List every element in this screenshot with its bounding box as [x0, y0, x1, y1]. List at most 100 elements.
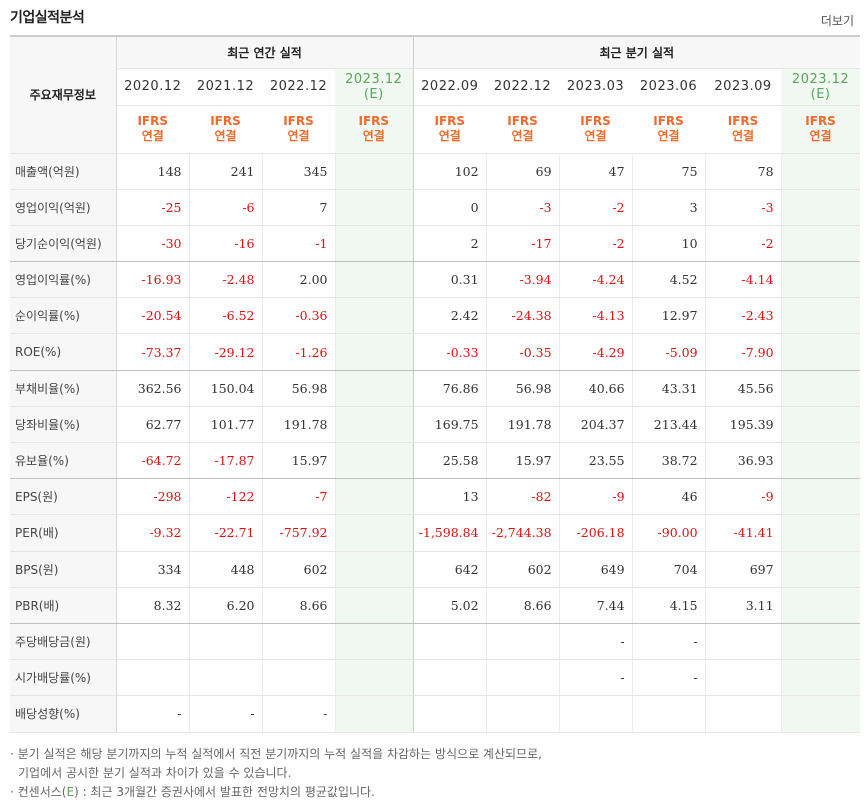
cell-value: [334, 659, 414, 697]
more-link[interactable]: 더보기: [820, 14, 854, 28]
cell-value: 56.98: [485, 370, 560, 407]
cell-value: -3: [485, 189, 560, 226]
cell-value: [334, 514, 414, 552]
cell-value: -4.24: [558, 261, 633, 299]
cell-value: [485, 659, 560, 697]
cell-value: -: [631, 623, 706, 661]
period-header: 2021.12: [189, 68, 262, 106]
cell-value: -: [558, 659, 633, 697]
cell-value: [334, 225, 414, 263]
cell-value: -7: [261, 478, 335, 516]
cell-value: -298: [115, 478, 189, 516]
cell-value: [780, 442, 861, 480]
cell-value: [334, 478, 414, 516]
cell-value: 47: [558, 153, 633, 190]
period-header: 2022.09: [412, 68, 487, 106]
period-header: 2023.09: [705, 68, 782, 106]
cell-value: 12.97: [631, 297, 706, 335]
period-header: 2023.06: [632, 68, 706, 106]
cell-value: 23.55: [558, 442, 633, 480]
row-label: 매출액(억원): [10, 153, 117, 190]
cell-value: 8.66: [261, 587, 335, 624]
cell-value: [334, 370, 414, 407]
cell-value: 15.97: [261, 442, 335, 480]
cell-value: 704: [631, 551, 706, 588]
cell-value: [780, 370, 861, 407]
cell-value: -41.41: [704, 514, 782, 552]
cell-value: [334, 551, 414, 588]
cell-value: [412, 623, 487, 661]
cell-value: -9.32: [115, 514, 189, 552]
cell-value: 191.78: [485, 406, 560, 444]
cell-value: 40.66: [558, 370, 633, 407]
cell-value: [334, 153, 414, 190]
table-row: 매출액(억원) 148 241 345 102 69 47 75 78: [10, 153, 861, 190]
cell-value: 6.20: [188, 587, 262, 624]
accounting-basis: IFRS 연결: [486, 105, 560, 154]
cell-value: -3.94: [485, 261, 560, 299]
cell-value: 148: [115, 153, 189, 190]
table-row: 당기순이익(억원) -30 -16 -1 2 -17 -2 10 -2: [10, 225, 861, 263]
accounting-basis: IFRS 연결: [115, 105, 189, 154]
cell-value: [115, 623, 189, 661]
cell-value: 3: [631, 189, 706, 226]
accounting-basis: IFRS 연결: [632, 105, 706, 154]
table-row: PBR(배) 8.32 6.20 8.66 5.02 8.66 7.44 4.15 3.11: [10, 587, 861, 624]
cell-value: [780, 333, 861, 371]
table-row: 시가배당률(%) - -: [10, 659, 861, 697]
cell-value: [704, 659, 782, 697]
period-header: 2022.12: [262, 68, 335, 106]
cell-value: [780, 587, 861, 624]
cell-value: 150.04: [188, 370, 262, 407]
cell-value: [261, 659, 335, 697]
accounting-basis: IFRS 연결: [781, 105, 861, 154]
cell-value: -6.52: [188, 297, 262, 335]
cell-value: -1: [261, 225, 335, 263]
cell-value: -206.18: [558, 514, 633, 552]
period-header-estimate: 2023.12 (E): [781, 68, 861, 106]
cell-value: 2.00: [261, 261, 335, 299]
table-row: EPS(원) -298 -122 -7 13 -82 -9 46 -9: [10, 478, 861, 516]
row-header-label: 주요재무정보: [10, 35, 117, 154]
row-label: ROE(%): [10, 333, 117, 371]
cell-value: -: [261, 695, 335, 733]
table-row: 유보율(%) -64.72 -17.87 15.97 25.58 15.97 23.55 38…: [10, 442, 861, 480]
cell-value: -: [631, 659, 706, 697]
cell-value: 195.39: [704, 406, 782, 444]
footnote-2: · 컨센서스(E) : 최근 3개월간 증권사에서 발표한 전망치의 평균값입니…: [10, 785, 375, 799]
cell-value: [780, 514, 861, 552]
cell-value: [558, 695, 633, 733]
cell-value: -7.90: [704, 333, 782, 371]
cell-value: [334, 442, 414, 480]
cell-value: [780, 261, 861, 299]
row-label: PBR(배): [10, 587, 117, 624]
cell-value: [780, 551, 861, 588]
cell-value: 7.44: [558, 587, 633, 624]
cell-value: -24.38: [485, 297, 560, 335]
cell-value: [412, 695, 487, 733]
row-label: 배당성향(%): [10, 695, 117, 733]
cell-value: [334, 297, 414, 335]
cell-value: 204.37: [558, 406, 633, 444]
table-row: 당좌비율(%) 62.77 101.77 191.78 169.75 191.78 204.…: [10, 406, 861, 444]
section-title: 기업실적분석: [10, 10, 85, 26]
cell-value: -1.26: [261, 333, 335, 371]
cell-value: [631, 695, 706, 733]
cell-value: -17: [485, 225, 560, 263]
cell-value: 169.75: [412, 406, 487, 444]
footnote-1-cont: 기업에서 공시한 분기 실적과 차이가 있을 수 있습니다.: [18, 766, 292, 780]
cell-value: [261, 623, 335, 661]
cell-value: [485, 623, 560, 661]
cell-value: [334, 406, 414, 444]
cell-value: 25.58: [412, 442, 487, 480]
cell-value: [334, 695, 414, 733]
annual-group-header: 최근 연간 실적: [115, 35, 414, 69]
cell-value: 3.11: [704, 587, 782, 624]
footnotes: · 분기 실적은 해당 분기까지의 누적 실적에서 직전 분기까지의 누적 실적…: [10, 745, 542, 802]
cell-value: -0.35: [485, 333, 560, 371]
cell-value: 334: [115, 551, 189, 588]
row-label: EPS(원): [10, 478, 117, 516]
cell-value: 5.02: [412, 587, 487, 624]
cell-value: 649: [558, 551, 633, 588]
cell-value: -82: [485, 478, 560, 516]
